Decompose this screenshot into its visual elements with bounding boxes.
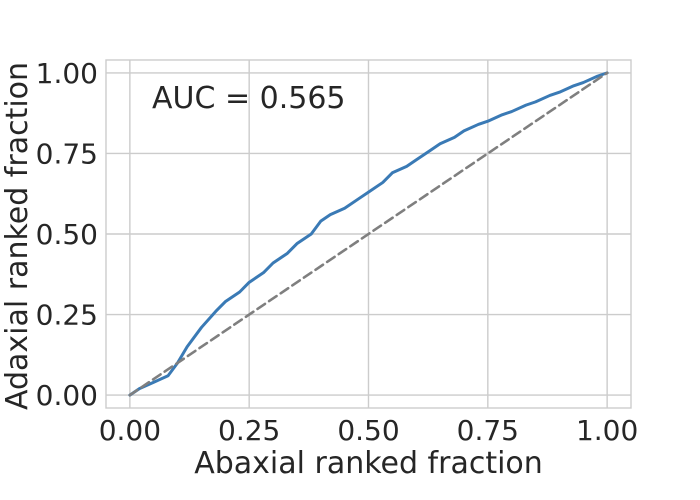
auc-annotation: AUC = 0.565 — [152, 81, 346, 116]
x-tick-label: 0.00 — [99, 414, 161, 447]
roc-curve-line — [128, 71, 609, 397]
y-tick-label: 0.50 — [36, 218, 98, 251]
y-tick-label: 1.00 — [36, 57, 98, 90]
x-tick-label: 0.50 — [337, 414, 399, 447]
x-tick-label: 1.00 — [576, 414, 638, 447]
chance-diagonal-line — [128, 71, 609, 397]
y-tick-label: 0.00 — [36, 379, 98, 412]
series-layer — [128, 71, 609, 397]
x-tick-label: 0.25 — [218, 414, 280, 447]
x-tick-label: 0.75 — [457, 414, 519, 447]
x-axis-label: Abaxial ranked fraction — [194, 446, 543, 481]
y-tick-label: 0.25 — [36, 299, 98, 332]
grid — [106, 60, 631, 408]
y-axis-label: Adaxial ranked fraction — [0, 62, 35, 410]
plot-frame — [105, 59, 632, 409]
x-tick-labels: 0.00 0.25 0.50 0.75 1.00 — [99, 414, 639, 447]
y-tick-labels: 0.00 0.25 0.50 0.75 1.00 — [36, 57, 98, 412]
y-tick-label: 0.75 — [36, 137, 98, 170]
